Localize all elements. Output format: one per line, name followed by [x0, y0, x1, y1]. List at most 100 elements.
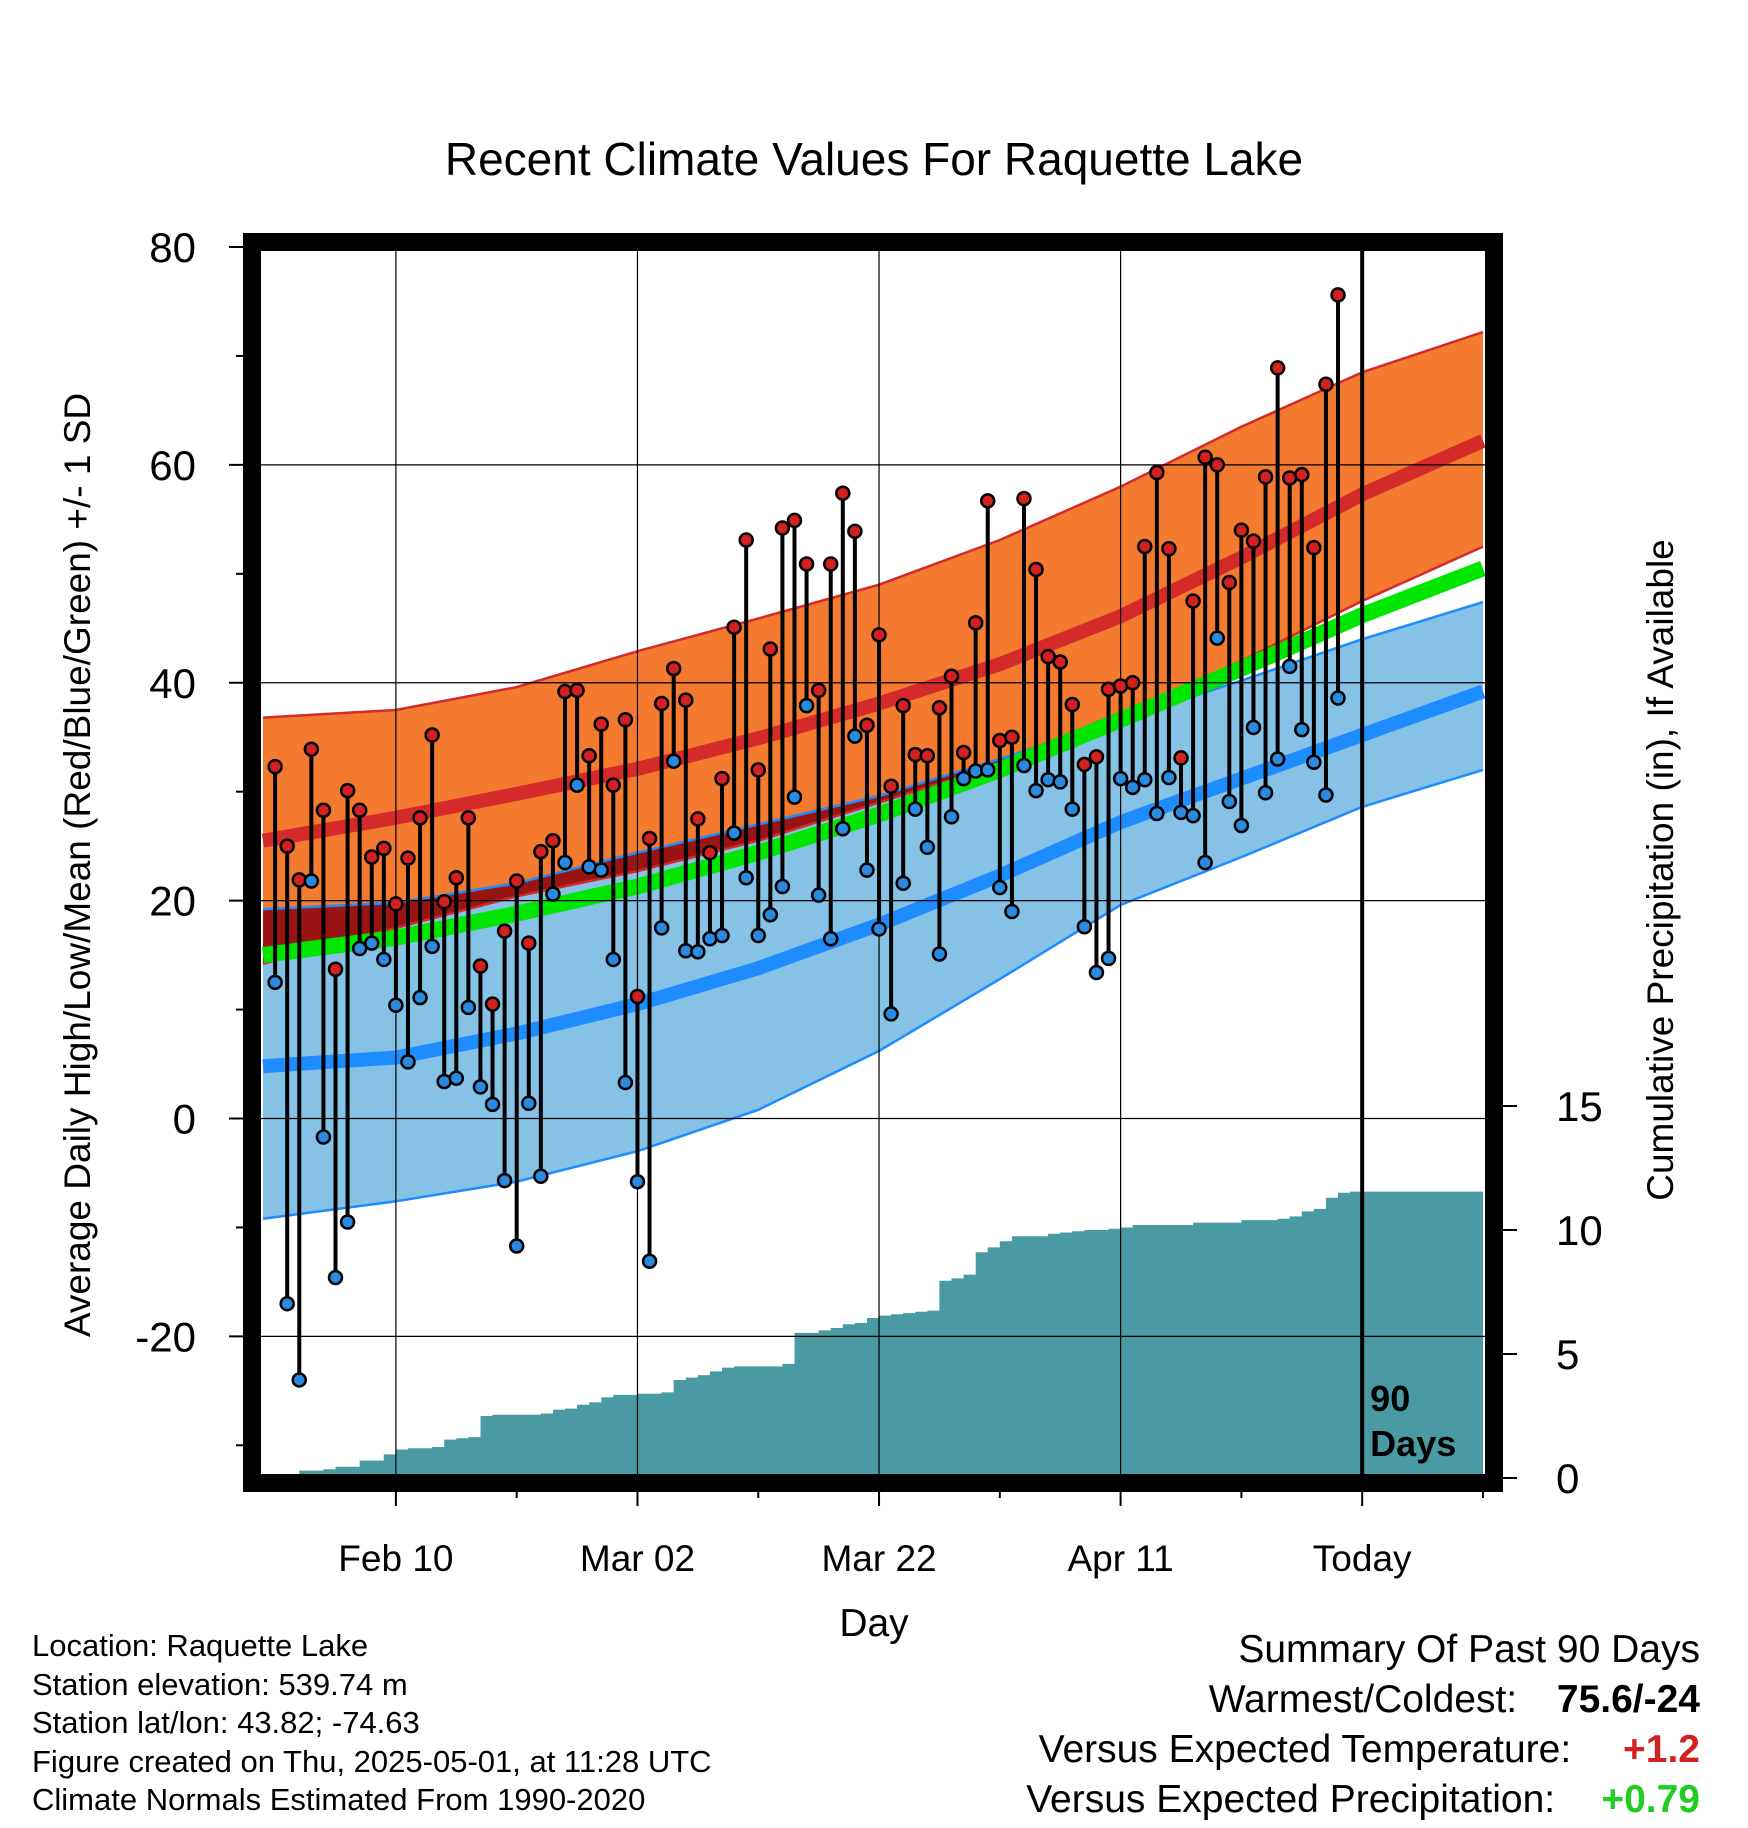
temp-versus-value: +1.2 — [1623, 1728, 1700, 1771]
daily-high-point — [1306, 539, 1322, 556]
daily-low-point — [1149, 805, 1165, 822]
daily-low-point — [738, 870, 754, 886]
daily-low-point — [1306, 754, 1322, 771]
daily-low-point — [508, 1238, 525, 1254]
daily-high-point — [738, 532, 754, 548]
daily-high-point — [533, 843, 549, 860]
created-text: Figure created on Thu, 2025-05-01, at 11… — [32, 1743, 712, 1779]
daily-high-point — [629, 988, 646, 1005]
daily-low-point — [605, 951, 622, 968]
daily-low-point — [412, 989, 428, 1006]
daily-high-point — [702, 844, 718, 861]
daily-low-point — [291, 1372, 308, 1388]
daily-high-point — [1257, 469, 1274, 485]
daily-low-point — [979, 762, 996, 778]
daily-low-point — [1124, 779, 1141, 796]
daily-low-point — [822, 931, 839, 947]
daily-high-point — [327, 961, 344, 978]
daily-high-point — [1245, 533, 1262, 549]
daily-high-point — [376, 840, 392, 857]
daily-high-point — [1161, 541, 1177, 557]
daily-high-point — [1028, 561, 1044, 578]
daily-high-point — [955, 744, 972, 761]
daily-low-point — [847, 728, 863, 744]
daily-high-point — [931, 700, 948, 716]
daily-high-point — [581, 747, 597, 764]
precip-versus-label: Versus Expected Precipitation: — [1026, 1778, 1556, 1821]
daily-high-point — [714, 770, 730, 787]
daily-high-point — [665, 660, 682, 677]
latlon-text: Station lat/lon: 43.82; -74.63 — [32, 1705, 420, 1740]
daily-low-point — [1185, 807, 1201, 824]
daily-low-point — [1245, 719, 1262, 736]
daily-low-point — [1064, 801, 1081, 817]
daily-high-point — [351, 802, 368, 818]
daily-low-point — [1137, 771, 1153, 788]
daily-high-point — [919, 747, 936, 764]
daily-high-point — [641, 830, 658, 847]
daily-low-point — [762, 907, 779, 923]
daily-high-point — [822, 556, 839, 572]
daily-low-point — [714, 927, 730, 944]
daily-high-point — [412, 810, 428, 826]
elevation-text: Station elevation: 539.74 m — [32, 1666, 408, 1702]
daily-high-point — [267, 758, 283, 775]
daily-low-point — [267, 974, 283, 991]
daily-high-point — [315, 802, 332, 818]
daily-low-point — [496, 1172, 513, 1189]
daily-high-point — [1088, 749, 1105, 765]
daily-low-point — [617, 1074, 634, 1091]
daily-high-point — [798, 556, 815, 572]
y-tick-label: 0 — [173, 1096, 196, 1143]
daily-high-point — [678, 692, 694, 708]
daily-low-point — [521, 1095, 537, 1112]
daily-low-point — [750, 927, 767, 944]
daily-low-point — [1161, 769, 1177, 786]
daily-high-point — [472, 958, 489, 974]
x-tick-label: Today — [1313, 1538, 1412, 1579]
daily-low-point — [339, 1214, 356, 1230]
precip-versus-row: Versus Expected Precipitation: +0.79 — [1026, 1775, 1700, 1825]
daily-high-point — [1016, 490, 1032, 507]
daily-high-point — [859, 717, 875, 733]
warmest-coldest-row: Warmest/Coldest: 75.6/-24 — [1026, 1675, 1700, 1725]
daily-high-point — [690, 811, 706, 827]
summary-panel: Summary Of Past 90 Days Warmest/Coldest:… — [1026, 1625, 1700, 1825]
daily-low-point — [1076, 919, 1093, 935]
daily-low-point — [569, 777, 585, 793]
daily-low-point — [593, 862, 609, 878]
daily-high-point — [1064, 696, 1081, 713]
daily-high-point — [1124, 675, 1141, 691]
daily-high-point — [605, 777, 622, 793]
location-text: Location: Raquette Lake — [32, 1628, 369, 1663]
daily-low-point — [943, 808, 960, 825]
daily-high-point — [653, 695, 670, 712]
daily-high-point — [448, 870, 465, 886]
daily-low-point — [1233, 817, 1250, 834]
daily-low-point — [810, 887, 827, 903]
daily-low-point — [653, 920, 670, 936]
daily-high-point — [363, 849, 380, 865]
daily-high-point — [871, 627, 887, 643]
y2-tick-label: 5 — [1556, 1331, 1579, 1378]
daily-low-point — [1209, 630, 1225, 646]
y2-tick-label: 15 — [1556, 1083, 1603, 1130]
temp-versus-row: Versus Expected Temperature: +1.2 — [1026, 1725, 1700, 1775]
y-axis-label: Average Daily High/Low/Mean (Red/Blue/Gr… — [57, 393, 98, 1337]
daily-high-point — [774, 520, 791, 536]
warmest-coldest-value: 75.6/-24 — [1556, 1678, 1700, 1721]
plot-frame — [243, 233, 1503, 1492]
daily-low-point — [992, 879, 1008, 896]
daily-high-point — [400, 850, 416, 866]
daily-high-point — [1269, 360, 1286, 376]
daily-high-point — [967, 615, 984, 631]
daily-low-point — [448, 1070, 465, 1086]
daily-high-point — [750, 762, 767, 778]
daily-high-point — [496, 923, 513, 939]
daily-low-point — [1318, 787, 1334, 803]
daily-low-point — [1016, 757, 1032, 774]
daily-high-point — [484, 996, 501, 1012]
normals-text: Climate Normals Estimated From 1990-2020 — [32, 1782, 646, 1817]
